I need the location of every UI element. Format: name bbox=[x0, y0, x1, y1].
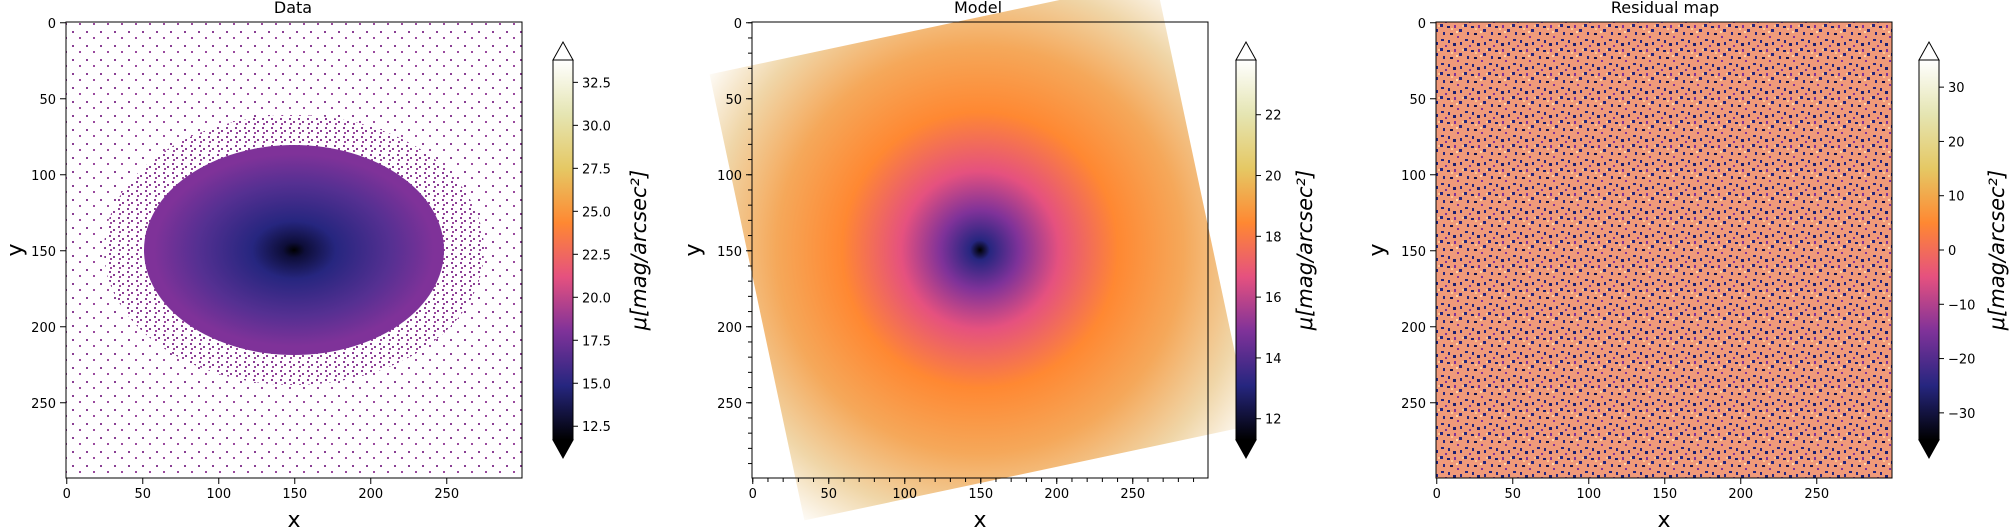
y-tick-label: 250 bbox=[31, 397, 56, 412]
colorbar: 12 14 16 18 20 22 μ[mag/arcsec²] bbox=[1235, 40, 1317, 460]
colorbar-ticks: 12 14 16 18 20 22 bbox=[1256, 109, 1282, 428]
colorbar-tick-label: −10 bbox=[1948, 298, 1975, 313]
x-tick-label: 50 bbox=[1504, 487, 1521, 502]
colorbar-tick-label: 0 bbox=[1948, 244, 1956, 259]
colorbar-tick-label: 12 bbox=[1265, 413, 1282, 428]
y-axis: 0 50 100 150 200 250 bbox=[717, 17, 752, 465]
y-tick-label: 100 bbox=[1401, 169, 1426, 184]
y-axis: 0 50 100 150 200 250 bbox=[31, 17, 66, 412]
y-tick-label: 200 bbox=[717, 321, 742, 336]
x-tick-label: 250 bbox=[434, 487, 459, 502]
colorbar-tick-label: 12.5 bbox=[582, 420, 611, 435]
colorbar-tick-label: −20 bbox=[1948, 353, 1975, 368]
x-tick-label: 200 bbox=[358, 487, 383, 502]
y-tick-label: 250 bbox=[717, 397, 742, 412]
colorbar-tick-label: 22 bbox=[1265, 109, 1282, 124]
x-tick-label: 0 bbox=[63, 487, 71, 502]
plot-frame bbox=[65, 21, 523, 479]
y-tick-label: 0 bbox=[1418, 17, 1426, 32]
colorbar-tick-label: 32.5 bbox=[582, 76, 611, 91]
colorbar: 12.5 15.0 17.5 20.0 22.5 25.0 27.5 30.0 32.5 μ[m… bbox=[552, 40, 651, 460]
x-tick-label: 200 bbox=[1044, 487, 1069, 502]
colorbar-ticks: 12.5 15.0 17.5 20.0 22.5 25.0 27.5 30.0 32.5 bbox=[573, 76, 611, 435]
x-tick-label: 250 bbox=[1804, 487, 1829, 502]
colorbar-extend-max bbox=[1918, 40, 1940, 61]
y-tick-label: 200 bbox=[31, 321, 56, 336]
heatmap-image bbox=[66, 22, 522, 478]
y-axis-label: y bbox=[3, 243, 28, 256]
colorbar-ticks: −30 −20 −10 0 10 20 30 bbox=[1939, 81, 1975, 422]
colorbar-extend-min bbox=[1918, 439, 1940, 460]
x-tick-label: 200 bbox=[1728, 487, 1753, 502]
y-tick-label: 50 bbox=[39, 93, 56, 108]
colorbar-label: μ[mag/arcsec²] bbox=[627, 170, 651, 331]
y-tick-label: 100 bbox=[717, 169, 742, 184]
colorbar-label: μ[mag/arcsec²] bbox=[1985, 170, 2009, 331]
plot-frame bbox=[751, 21, 1209, 479]
colorbar-tick-label: 10 bbox=[1948, 190, 1965, 205]
panel-data: Data 0 50 100 150 200 250 0 50 100 150 200 250 x y… bbox=[3, 0, 651, 532]
x-tick-label: 150 bbox=[282, 487, 307, 502]
colorbar-tick-label: 22.5 bbox=[582, 248, 611, 263]
colorbar-tick-label: 30 bbox=[1948, 81, 1965, 96]
colorbar-tick-label: 14 bbox=[1265, 352, 1282, 367]
x-tick-label: 50 bbox=[134, 487, 151, 502]
x-tick-label: 150 bbox=[1652, 487, 1677, 502]
colorbar-tick-label: 17.5 bbox=[582, 334, 611, 349]
x-axis: 0 50 100 150 200 250 bbox=[749, 478, 1195, 502]
y-tick-label: 50 bbox=[1409, 93, 1426, 108]
y-tick-label: 50 bbox=[725, 93, 742, 108]
colorbar-tick-label: 27.5 bbox=[582, 162, 611, 177]
y-tick-label: 0 bbox=[734, 17, 742, 32]
x-tick-label: 0 bbox=[1433, 487, 1441, 502]
x-tick-label: 50 bbox=[820, 487, 837, 502]
colorbar-extend-min bbox=[1235, 439, 1257, 460]
x-tick-label: 100 bbox=[1576, 487, 1601, 502]
panel-title: Data bbox=[274, 0, 312, 17]
heatmap-image bbox=[1436, 22, 1892, 478]
colorbar-tick-label: 15.0 bbox=[582, 377, 611, 392]
x-tick-label: 0 bbox=[749, 487, 757, 502]
x-axis-label: x bbox=[1657, 508, 1670, 532]
colorbar-tick-label: 30.0 bbox=[582, 119, 611, 134]
colorbar-tick-label: 20 bbox=[1265, 170, 1282, 185]
colorbar: −30 −20 −10 0 10 20 30 μ[mag/arcsec²] bbox=[1918, 40, 2009, 460]
colorbar-tick-label: 18 bbox=[1265, 230, 1282, 245]
y-tick-label: 0 bbox=[48, 17, 56, 32]
y-axis: 0 50 100 150 200 250 bbox=[1401, 17, 1436, 412]
colorbar-label: μ[mag/arcsec²] bbox=[1293, 170, 1317, 331]
x-tick-label: 150 bbox=[968, 487, 993, 502]
colorbar-extend-min bbox=[552, 439, 574, 460]
panel-residual: Residual map 0 50 100 150 200 250 05010015020… bbox=[1365, 0, 2009, 532]
y-tick-label: 250 bbox=[1401, 397, 1426, 412]
y-axis-label: y bbox=[681, 243, 706, 256]
x-tick-label: 250 bbox=[1120, 487, 1145, 502]
y-tick-label: 100 bbox=[31, 169, 56, 184]
x-axis-label: x bbox=[973, 508, 986, 532]
y-tick-label: 200 bbox=[1401, 321, 1426, 336]
colorbar-extend-max bbox=[552, 40, 574, 61]
x-axis: 0 50 100 150 200 250 bbox=[63, 478, 459, 502]
y-tick-label: 150 bbox=[1401, 245, 1426, 260]
x-axis-label: x bbox=[287, 508, 300, 532]
y-tick-label: 150 bbox=[31, 245, 56, 260]
colorbar-tick-label: 20.0 bbox=[582, 291, 611, 306]
x-tick-label: 100 bbox=[206, 487, 231, 502]
panel-title: Residual map bbox=[1611, 0, 1719, 17]
colorbar-tick-label: 20 bbox=[1948, 135, 1965, 150]
colorbar-tick-label: 16 bbox=[1265, 291, 1282, 306]
colorbar-tick-label: −30 bbox=[1948, 407, 1975, 422]
panel-title: Model bbox=[954, 0, 1002, 17]
y-axis-label: y bbox=[1365, 243, 1390, 256]
x-axis: 0 50 100 150 200 250 bbox=[1433, 478, 1829, 502]
colorbar-extend-max bbox=[1235, 40, 1257, 61]
y-tick-label: 150 bbox=[717, 245, 742, 260]
heatmap-image bbox=[709, 0, 1251, 521]
x-tick-label: 100 bbox=[892, 487, 917, 502]
plot-frame bbox=[1435, 21, 1893, 479]
colorbar-tick-label: 25.0 bbox=[582, 205, 611, 220]
